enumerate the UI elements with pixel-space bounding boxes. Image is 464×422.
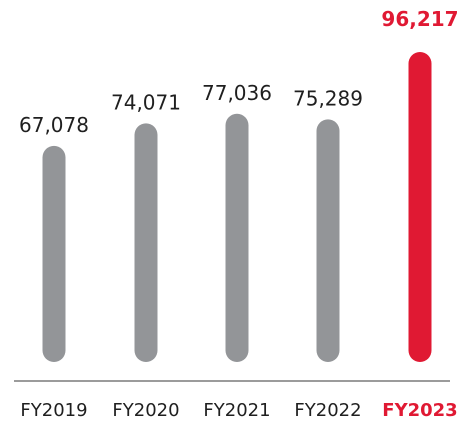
bar-fy2019 — [42, 145, 66, 362]
bar-fy2020 — [134, 123, 158, 362]
category-label-fy2023: FY2023 — [382, 400, 457, 421]
bars-group — [42, 52, 432, 363]
bar-fy2021 — [225, 113, 249, 363]
category-label-fy2019: FY2019 — [20, 400, 87, 421]
category-labels-group: FY2019 FY2020 FY2021 FY2022 FY2023 — [20, 400, 457, 421]
category-label-fy2021: FY2021 — [203, 400, 270, 421]
bar-fy2022 — [316, 119, 340, 362]
category-label-fy2020: FY2020 — [112, 400, 179, 421]
value-label-fy2023: 96,217 — [381, 7, 458, 31]
value-label-fy2020: 74,071 — [111, 90, 181, 114]
category-label-fy2022: FY2022 — [294, 400, 361, 421]
value-label-fy2022: 75,289 — [293, 86, 363, 110]
bar-fy2023 — [408, 52, 432, 362]
value-label-fy2021: 77,036 — [202, 81, 272, 105]
value-label-fy2019: 67,078 — [19, 113, 89, 137]
value-labels-group: 67,078 74,071 77,036 75,289 96,217 — [19, 7, 459, 137]
